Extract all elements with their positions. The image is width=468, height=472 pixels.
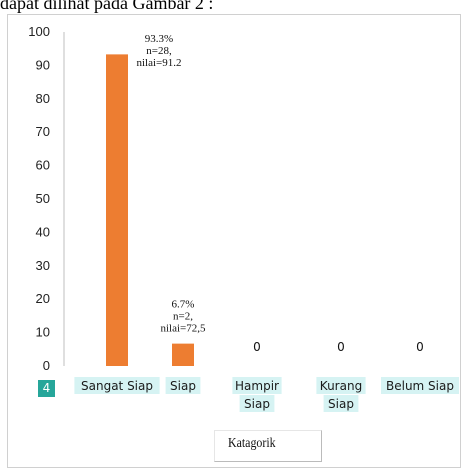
data-label: 6.7% xyxy=(172,299,195,311)
data-label: 0 xyxy=(337,340,345,354)
y-tick-label: 60 xyxy=(36,158,50,173)
y-tick-label: 100 xyxy=(28,24,50,39)
y-tick-label: 90 xyxy=(36,57,50,72)
x-tick-label-highlight xyxy=(74,377,160,394)
x-tick-label: Sangat Siap xyxy=(81,379,153,393)
bar-2 xyxy=(172,343,194,366)
y-tick-label: 10 xyxy=(36,325,50,340)
x-axis-title: Katagorik xyxy=(228,436,276,451)
x-tick-label: Siap xyxy=(170,379,196,393)
x-tick-label-highlight xyxy=(316,377,366,394)
x-tick-label-highlight xyxy=(323,395,359,412)
x-tick-label: Siap xyxy=(328,397,354,411)
y-tick-label: 20 xyxy=(36,291,50,306)
y-tick-label: 0 xyxy=(43,358,50,373)
x-tick-label: Siap xyxy=(244,397,270,411)
page-number-badge: 4 xyxy=(38,380,55,397)
data-label: 0 xyxy=(253,340,261,354)
x-tick-label-highlight xyxy=(381,377,459,394)
y-tick-label: 50 xyxy=(36,191,50,206)
y-tick-label: 40 xyxy=(36,224,50,239)
y-tick-label: 30 xyxy=(36,258,50,273)
y-tick-label: 70 xyxy=(36,124,50,139)
x-tick-label: Belum Siap xyxy=(386,379,454,393)
data-label: n=28, xyxy=(146,45,172,57)
x-axis-title-box xyxy=(214,430,322,462)
data-label: n=2, xyxy=(173,311,193,323)
data-label: nilai=91.2 xyxy=(136,57,181,69)
data-label: 93.3% xyxy=(145,33,173,45)
x-tick-label: Hampir xyxy=(235,379,279,393)
x-tick-label-highlight xyxy=(239,395,275,412)
x-tick-label-highlight xyxy=(232,377,282,394)
bar-1 xyxy=(106,54,128,367)
x-tick-label-highlight xyxy=(165,377,201,394)
caption-text: dapat dilihat pada Gambar 2 : xyxy=(0,0,214,13)
data-label: 0 xyxy=(416,340,424,354)
x-tick-label: Kurang xyxy=(320,379,362,393)
y-tick-label: 80 xyxy=(36,91,50,106)
data-label: nilai=72,5 xyxy=(160,323,206,335)
